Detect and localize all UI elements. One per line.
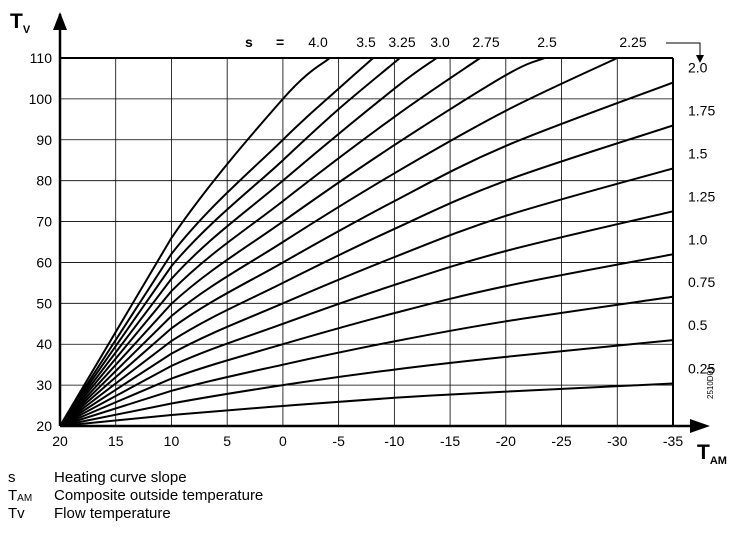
slope-label-top: 2.5 xyxy=(537,34,557,50)
y-tick-label: 60 xyxy=(36,254,52,270)
slope-label-top: 4.0 xyxy=(308,34,328,50)
y-tick-label: 30 xyxy=(36,377,52,393)
x-axis-ticks: 20 15 10 5 0 -5 -10 -15 -20 -25 -30 -35 xyxy=(52,433,683,449)
slope-label-top: 2.75 xyxy=(472,34,499,50)
curve-s-2-75 xyxy=(59,57,481,427)
x-tick-label: 0 xyxy=(279,433,287,449)
s-prefix: s xyxy=(245,34,253,50)
slope-labels: 0.25 0.5 0.75 1.0 1.25 1.5 1.75 2.0 2.25 2.5 2.75 3… xyxy=(308,34,715,376)
curve-s-1-0 xyxy=(59,253,674,427)
grid xyxy=(60,58,673,426)
curve-s-0-25 xyxy=(59,382,674,427)
slope-label-right: 0.25 xyxy=(688,360,715,376)
y-tick-label: 90 xyxy=(36,132,52,148)
x-tick-label: -35 xyxy=(663,433,683,449)
curve-s-0-75 xyxy=(59,295,674,427)
slope-label-top: 2.25 xyxy=(619,34,646,50)
legend-row-tv: Tv Flow temperature xyxy=(8,505,263,523)
curve-s-3-5 xyxy=(59,57,374,427)
curve-s-2-5 xyxy=(59,57,546,427)
slope-label-right: 1.5 xyxy=(688,145,708,161)
plot-frame xyxy=(60,57,674,426)
y-axis-ticks: 20 30 40 50 60 70 80 90 100 110 xyxy=(29,50,53,434)
slope-label-right: 1.25 xyxy=(688,188,715,204)
curve-s-3-25 xyxy=(59,57,401,427)
x-arrow-head xyxy=(690,419,710,433)
x-tick-label: -15 xyxy=(440,433,460,449)
curve-s-1-25 xyxy=(59,210,674,427)
slope-label-right: 1.0 xyxy=(688,231,708,247)
y-tick-label: 70 xyxy=(36,214,52,230)
curve-s-2-0 xyxy=(59,81,674,427)
x-axis-title: TAM xyxy=(697,441,727,467)
legend-row-tam: TAM Composite outside temperature xyxy=(8,487,263,505)
slope-label-top: 3.25 xyxy=(388,34,415,50)
s-equals: = xyxy=(276,34,284,50)
slope-label-right: 2.0 xyxy=(688,60,708,76)
curve-s-2-25 xyxy=(59,57,618,427)
x-tick-label: -10 xyxy=(384,433,404,449)
legend-row-slope: s Heating curve slope xyxy=(8,469,263,487)
curve-s-3-0 xyxy=(59,57,438,427)
x-tick-label: 20 xyxy=(52,433,68,449)
legend-text-tv: Flow temperature xyxy=(54,505,171,522)
legend-symbol-tv: Tv xyxy=(8,505,25,522)
x-tick-label: -20 xyxy=(496,433,516,449)
legend-symbol-s: s xyxy=(8,469,16,486)
curve-s-4-0 xyxy=(59,57,331,427)
legend: s Heating curve slope TAM Composite outs… xyxy=(8,469,263,523)
x-tick-label: -30 xyxy=(607,433,627,449)
y-arrow-head xyxy=(53,12,67,30)
y-tick-label: 20 xyxy=(36,418,52,434)
curve-s-1-5 xyxy=(59,167,674,427)
y-tick-label: 100 xyxy=(29,91,53,107)
x-tick-label: -5 xyxy=(332,433,345,449)
y-tick-label: 50 xyxy=(36,295,52,311)
slope-label-top: 3.5 xyxy=(356,34,376,50)
y-tick-label: 110 xyxy=(30,50,53,66)
y-tick-label: 40 xyxy=(36,336,52,352)
curve-s-1-75 xyxy=(59,124,674,427)
y-axis-title: TV xyxy=(10,10,31,36)
slope-label-top: 3.0 xyxy=(430,34,450,50)
x-tick-label: 10 xyxy=(164,433,180,449)
pointer-2-25-arrow xyxy=(666,42,701,57)
x-tick-label: -25 xyxy=(551,433,571,449)
legend-text-slope: Heating curve slope xyxy=(54,469,187,486)
curve-s-0-5 xyxy=(59,339,674,427)
heating-curves xyxy=(59,57,674,427)
x-tick-label: 5 xyxy=(223,433,231,449)
slope-label-right: 0.5 xyxy=(688,317,708,333)
slope-label-right: 1.75 xyxy=(688,102,715,118)
figure-code: 2510D01 xyxy=(706,366,715,399)
x-tick-label: 15 xyxy=(108,433,124,449)
pointer-arrow-head xyxy=(696,55,704,63)
slope-label-right: 0.75 xyxy=(688,274,715,290)
y-tick-label: 80 xyxy=(36,173,52,189)
legend-symbol-tam: TAM xyxy=(8,487,33,504)
legend-text-tam: Composite outside temperature xyxy=(54,487,264,504)
